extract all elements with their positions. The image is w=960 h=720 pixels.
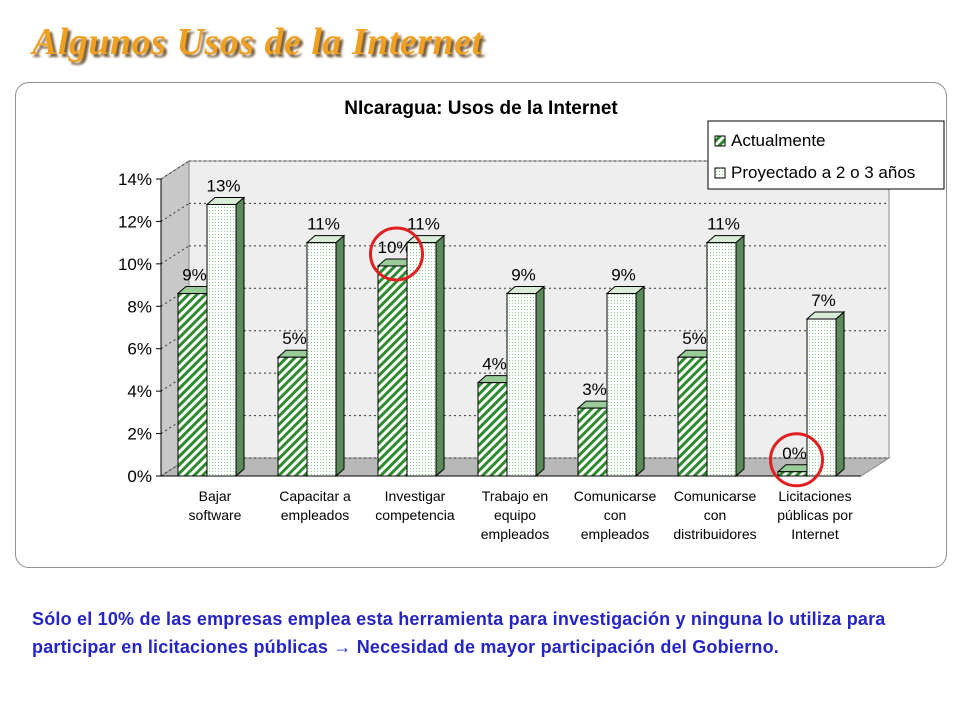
data-label: 5% [282,329,307,348]
chart-frame: NIcaragua: Usos de la Internet 0% 2% 4% 6% 8%… [15,82,947,568]
x-tick-label: Capacitar a empleados [279,488,351,523]
bar-actualmente [477,382,508,477]
x-tick-label: Bajar software [189,488,242,523]
bar-actualmente [277,356,308,477]
y-tick-label: 2% [127,425,152,444]
bar-proyectado [206,203,237,477]
bar-proyectado [306,242,337,477]
bar-actualmente [577,407,608,477]
slide-caption: Sólo el 10% de las empresas emplea esta … [32,609,886,657]
bar-proyectado [606,293,637,477]
slide-title: Algunos Usos de la Internet [32,21,483,63]
bar-proyectado-side [535,285,545,478]
y-tick-label: 6% [127,340,152,359]
legend-label: Proyectado a 2 o 3 años [731,163,915,182]
bar-proyectado [506,293,537,477]
x-tick-label: Investigar competencia [375,488,455,523]
y-tick-label: 10% [118,255,152,274]
gridline-side [160,160,190,180]
bar-proyectado [706,242,737,477]
y-tick-label: 0% [127,467,152,486]
data-label: 11% [707,215,740,234]
gridline-side [160,457,190,477]
y-tick-label: 4% [127,382,152,401]
x-tick-label: Comunicarse con distribuidores [673,488,756,542]
x-tick-label: Licitaciones públicas por Internet [777,488,853,542]
bar-proyectado-side [235,196,245,478]
highlight-circle [769,432,824,488]
x-tick-label: Comunicarse con empleados [574,488,657,542]
data-label: 9% [511,266,536,285]
data-label: 0% [782,444,807,463]
gridline-side [160,330,190,350]
gridline-side [160,203,190,222]
bar-chart: NIcaragua: Usos de la Internet 0% 2% 4% 6% 8%… [118,98,945,542]
y-tick-label: 14% [118,170,152,189]
data-label: 9% [611,266,636,285]
bar-actualmente [677,356,708,477]
data-label: 3% [582,380,607,399]
bar-actualmente [377,265,408,477]
gridline-side [160,415,190,434]
legend-label: Actualmente [731,131,826,150]
x-tick-label: Trabajo en equipo empleados [481,488,550,542]
legend [707,120,945,190]
bar-actualmente [177,293,208,477]
bar-proyectado [406,242,437,477]
legend-swatch [714,135,726,147]
data-label: 9% [182,266,207,285]
legend-swatch [714,167,726,179]
bar-proyectado-side [335,234,345,478]
bar-proyectado-side [635,285,645,478]
data-label: 11% [307,215,340,234]
data-label: 10% [377,238,411,257]
bar-actualmente [777,471,808,477]
gridline-side [160,287,190,307]
y-tick-label: 8% [127,297,152,316]
highlight-circle [369,226,424,282]
data-label: 7% [811,291,836,310]
bar-proyectado-side [835,310,845,478]
gridline-side [160,372,190,392]
chart-title: NIcaragua: Usos de la Internet [344,98,618,119]
y-tick-label: 12% [118,212,152,231]
bar-proyectado-side [735,234,745,478]
data-label: 4% [482,355,507,374]
data-label: 11% [407,215,440,234]
gridline-side [160,245,190,265]
data-label: 5% [682,329,707,348]
data-label: 13% [206,176,240,195]
bar-proyectado-side [435,234,445,478]
